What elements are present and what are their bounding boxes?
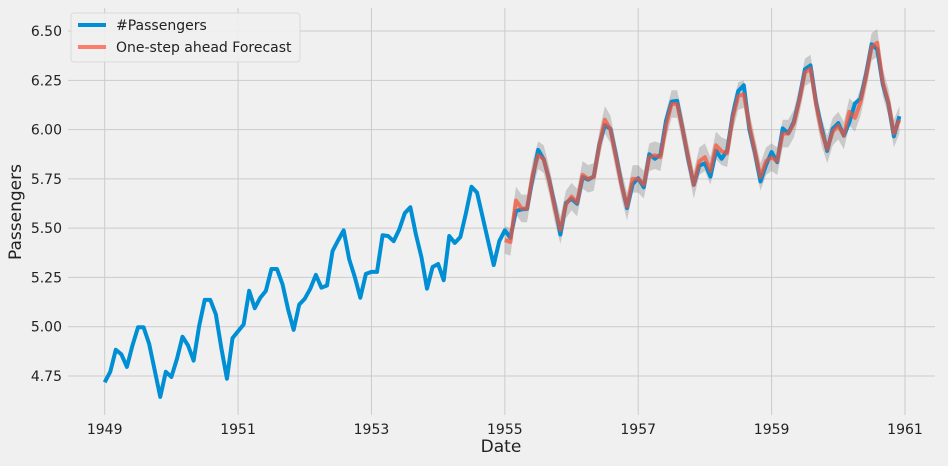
series-lines — [102, 40, 902, 399]
x-tick-label: 1957 — [620, 422, 656, 438]
x-axis-label: Date — [481, 437, 522, 457]
y-tick-label: 6.25 — [31, 73, 62, 89]
y-tick-label: 6.50 — [31, 24, 62, 40]
y-axis-label: Passengers — [6, 164, 26, 260]
y-tick-label: 5.75 — [31, 172, 62, 188]
y-tick-label: 5.00 — [31, 320, 62, 336]
y-tick-label: 5.25 — [31, 270, 62, 286]
passengers-line — [102, 42, 902, 399]
legend-box — [70, 12, 301, 63]
x-tick-label: 1961 — [887, 422, 923, 438]
y-tick-label: 6.00 — [31, 123, 62, 139]
x-tick-label: 1953 — [354, 422, 390, 438]
tick-labels: 1949 1951 1953 1955 1957 1959 1961 4.75 5.00 5.25… — [31, 24, 923, 438]
x-tick-label: 1955 — [487, 422, 523, 438]
x-tick-label: 1951 — [220, 422, 256, 438]
y-tick-label: 4.75 — [31, 369, 62, 385]
y-tick-label: 5.50 — [31, 221, 62, 237]
x-tick-label: 1959 — [754, 422, 790, 438]
legend-label-passengers: #Passengers — [116, 18, 207, 34]
x-tick-label: 1949 — [87, 422, 123, 438]
legend-label-forecast: One-step ahead Forecast — [116, 40, 292, 56]
forecast-line — [504, 40, 902, 244]
legend: #Passengers One-step ahead Forecast — [70, 12, 301, 63]
